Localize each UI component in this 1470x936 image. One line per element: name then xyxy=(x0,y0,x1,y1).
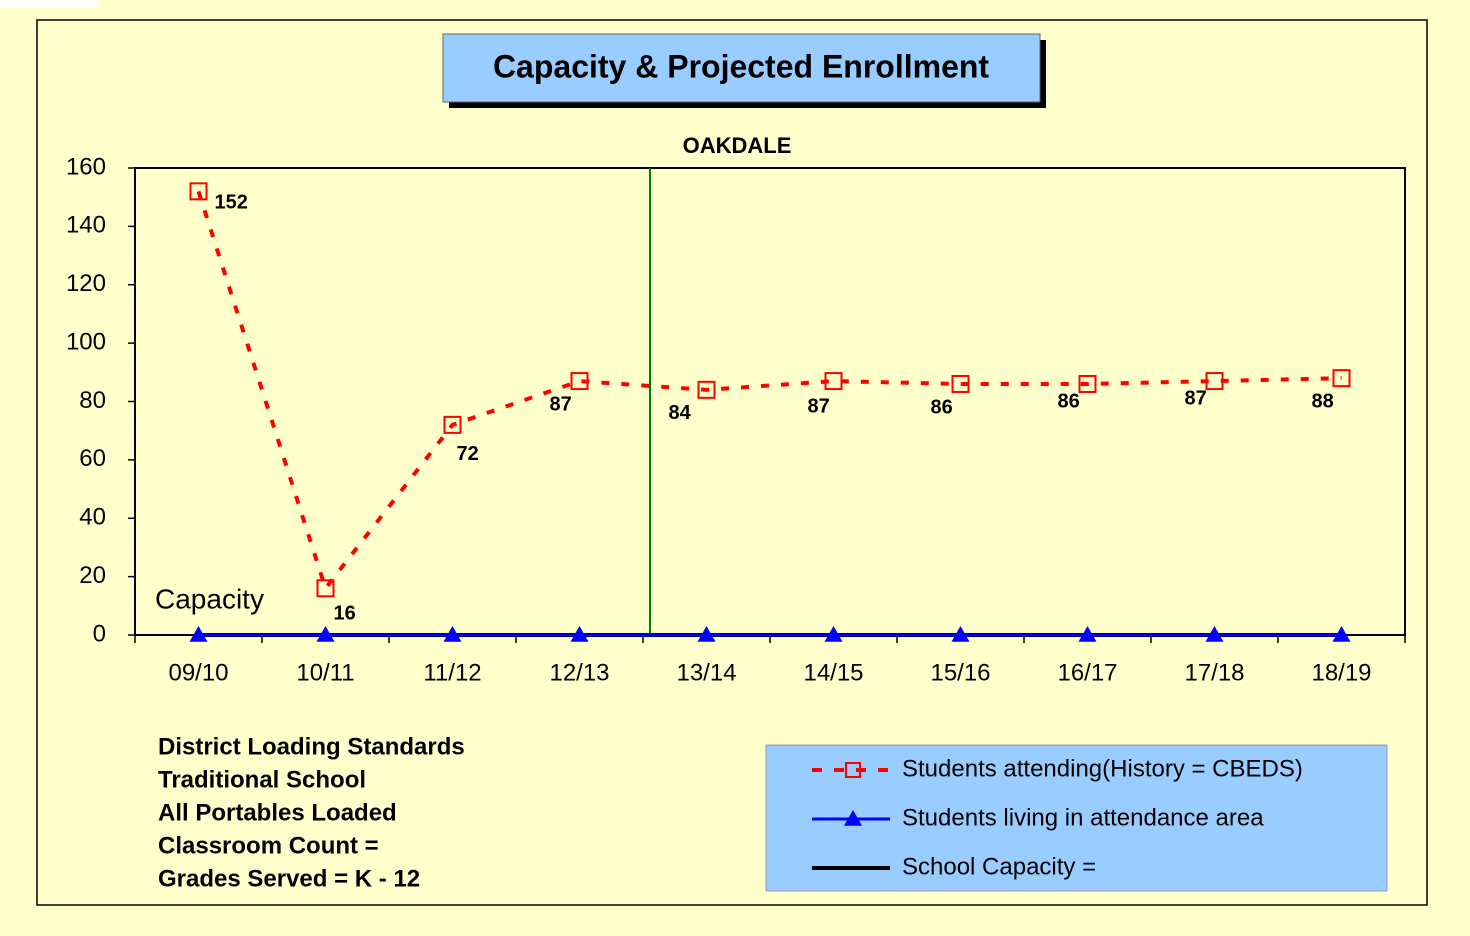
y-tick-label: 100 xyxy=(66,328,106,355)
square-marker xyxy=(697,380,716,399)
chart-subtitle: OAKDALE xyxy=(683,133,792,158)
data-label: 86 xyxy=(931,396,953,418)
note: All Portables Loaded xyxy=(158,799,397,826)
y-tick-label: 20 xyxy=(79,562,106,589)
y-tick-label: 120 xyxy=(66,270,106,297)
triangle-marker xyxy=(570,626,589,642)
square-marker xyxy=(1078,374,1097,393)
data-label: 87 xyxy=(808,395,830,417)
x-tick-label: 18/19 xyxy=(1311,659,1371,686)
x-tick-label: 17/18 xyxy=(1184,659,1244,686)
data-label: 88 xyxy=(1312,390,1334,412)
data-label: 86 xyxy=(1058,390,1080,412)
notes: District Loading Standards Traditional Sc… xyxy=(158,733,465,892)
note: Traditional School xyxy=(158,766,366,793)
x-tick-label: 10/11 xyxy=(296,659,354,686)
x-tick-label: 15/16 xyxy=(930,659,990,686)
x-tick-label: 11/12 xyxy=(423,659,481,686)
corner xyxy=(0,0,98,8)
square-marker xyxy=(1332,369,1351,388)
y-tick-label: 40 xyxy=(79,504,106,531)
triangle-marker xyxy=(1205,626,1224,642)
data-label: 152 xyxy=(215,192,248,214)
legend-marker xyxy=(844,810,862,826)
triangle-marker xyxy=(951,626,970,642)
y-tick-label: 80 xyxy=(79,387,106,414)
square-marker xyxy=(316,579,335,598)
note: District Loading Standards xyxy=(158,733,465,760)
x-tick-label: 14/15 xyxy=(803,659,863,686)
triangle-marker xyxy=(697,626,716,642)
data-label: 87 xyxy=(1185,387,1207,409)
x-tick-label: 13/14 xyxy=(676,659,736,686)
triangle-marker xyxy=(443,626,462,642)
data-label: 16 xyxy=(334,603,356,625)
legend-label: Students living in attendance area xyxy=(902,804,1264,831)
square-marker xyxy=(443,415,462,434)
legend-marker xyxy=(845,762,861,778)
data-label: 84 xyxy=(669,402,692,424)
triangle-marker xyxy=(189,626,208,642)
y-tick-label: 160 xyxy=(66,153,106,180)
triangle-marker xyxy=(1332,626,1351,642)
y-tick-label: 0 xyxy=(93,620,106,647)
triangle-marker xyxy=(1078,626,1097,642)
x-tick-label: 12/13 xyxy=(549,659,609,686)
annotation: Capacity xyxy=(155,583,264,614)
x-tick-label: 16/17 xyxy=(1057,659,1117,686)
note: Classroom Count = xyxy=(158,832,379,859)
legend-label: Students attending(History = CBEDS) xyxy=(902,755,1303,782)
y-tick-label: 60 xyxy=(79,445,106,472)
data-label: 72 xyxy=(457,443,479,465)
data-label: 87 xyxy=(550,393,572,415)
note: Grades Served = K - 12 xyxy=(158,865,420,892)
square-marker xyxy=(951,374,970,393)
triangle-marker xyxy=(316,626,335,642)
chart-title: Capacity & Projected Enrollment xyxy=(493,48,989,84)
triangle-marker xyxy=(824,626,843,642)
square-marker xyxy=(189,182,208,201)
square-marker xyxy=(1205,372,1224,391)
series-line xyxy=(196,190,1342,593)
square-marker xyxy=(824,372,843,391)
title-box xyxy=(442,33,1041,103)
legend-label: School Capacity = xyxy=(902,853,1096,880)
square-marker xyxy=(570,372,589,391)
x-tick-label: 09/10 xyxy=(168,659,228,686)
y-tick-label: 140 xyxy=(66,212,106,239)
